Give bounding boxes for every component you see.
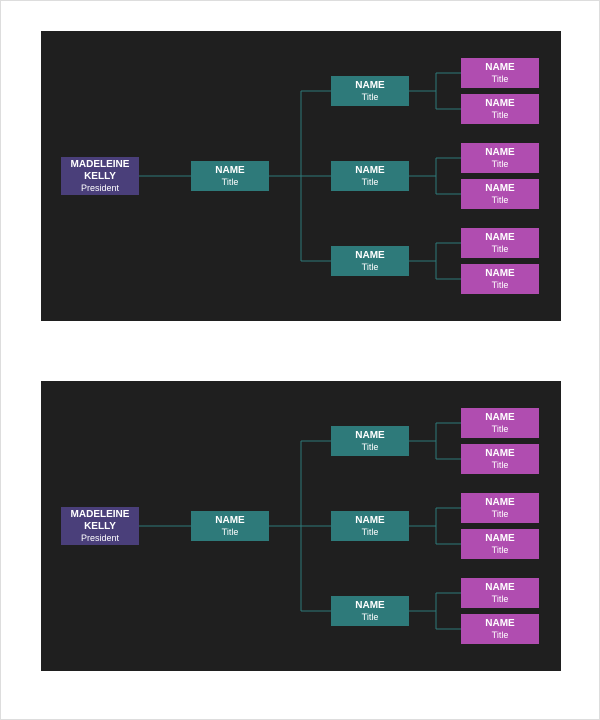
org-node-root: MADELEINE KELLY President: [61, 157, 139, 195]
node-name: NAME: [485, 533, 514, 545]
org-chart-panel-1: MADELEINE KELLY President NAME Title NAM…: [41, 31, 561, 321]
node-name: NAME: [355, 430, 384, 442]
org-node-l3: NAME Title: [461, 444, 539, 474]
node-title: Title: [362, 442, 379, 453]
org-node-l2: NAME Title: [331, 511, 409, 541]
node-name: NAME: [485, 268, 514, 280]
org-node-l1: NAME Title: [191, 161, 269, 191]
org-node-l3: NAME Title: [461, 58, 539, 88]
node-title: Title: [362, 262, 379, 273]
node-name: MADELEINE KELLY: [61, 159, 139, 183]
node-title: Title: [492, 244, 509, 255]
node-title: Title: [492, 74, 509, 85]
org-node-l3: NAME Title: [461, 143, 539, 173]
org-node-l3: NAME Title: [461, 578, 539, 608]
node-name: NAME: [485, 183, 514, 195]
node-title: Title: [492, 509, 509, 520]
node-title: Title: [492, 545, 509, 556]
node-name: NAME: [485, 412, 514, 424]
node-title: Title: [492, 110, 509, 121]
node-name: NAME: [485, 582, 514, 594]
org-node-l2: NAME Title: [331, 161, 409, 191]
org-node-l3: NAME Title: [461, 614, 539, 644]
node-name: NAME: [215, 165, 244, 177]
org-node-l3: NAME Title: [461, 179, 539, 209]
node-title: Title: [492, 424, 509, 435]
org-chart-panel-2: MADELEINE KELLY President NAME Title NAM…: [41, 381, 561, 671]
node-name: NAME: [215, 515, 244, 527]
node-name: NAME: [485, 497, 514, 509]
node-name: NAME: [485, 618, 514, 630]
node-title: Title: [492, 460, 509, 471]
node-title: Title: [492, 280, 509, 291]
node-name: MADELEINE KELLY: [61, 509, 139, 533]
node-name: NAME: [485, 232, 514, 244]
page: MADELEINE KELLY President NAME Title NAM…: [0, 0, 600, 720]
node-name: NAME: [355, 250, 384, 262]
node-title: Title: [362, 92, 379, 103]
org-node-l1: NAME Title: [191, 511, 269, 541]
node-name: NAME: [485, 98, 514, 110]
node-title: Title: [222, 177, 239, 188]
node-title: Title: [362, 612, 379, 623]
node-name: NAME: [355, 165, 384, 177]
node-name: NAME: [485, 147, 514, 159]
org-node-l2: NAME Title: [331, 246, 409, 276]
node-name: NAME: [355, 515, 384, 527]
org-node-l3: NAME Title: [461, 529, 539, 559]
org-node-l3: NAME Title: [461, 408, 539, 438]
node-title: President: [81, 183, 119, 194]
node-title: Title: [492, 195, 509, 206]
node-name: NAME: [355, 80, 384, 92]
node-title: Title: [362, 177, 379, 188]
org-node-l3: NAME Title: [461, 94, 539, 124]
node-title: Title: [222, 527, 239, 538]
org-node-l3: NAME Title: [461, 228, 539, 258]
node-title: Title: [362, 527, 379, 538]
node-title: Title: [492, 630, 509, 641]
node-name: NAME: [485, 62, 514, 74]
org-node-l2: NAME Title: [331, 76, 409, 106]
node-name: NAME: [485, 448, 514, 460]
node-name: NAME: [355, 600, 384, 612]
org-node-l3: NAME Title: [461, 264, 539, 294]
node-title: Title: [492, 594, 509, 605]
node-title: Title: [492, 159, 509, 170]
org-node-l2: NAME Title: [331, 426, 409, 456]
org-node-root: MADELEINE KELLY President: [61, 507, 139, 545]
node-title: President: [81, 533, 119, 544]
org-node-l3: NAME Title: [461, 493, 539, 523]
org-node-l2: NAME Title: [331, 596, 409, 626]
